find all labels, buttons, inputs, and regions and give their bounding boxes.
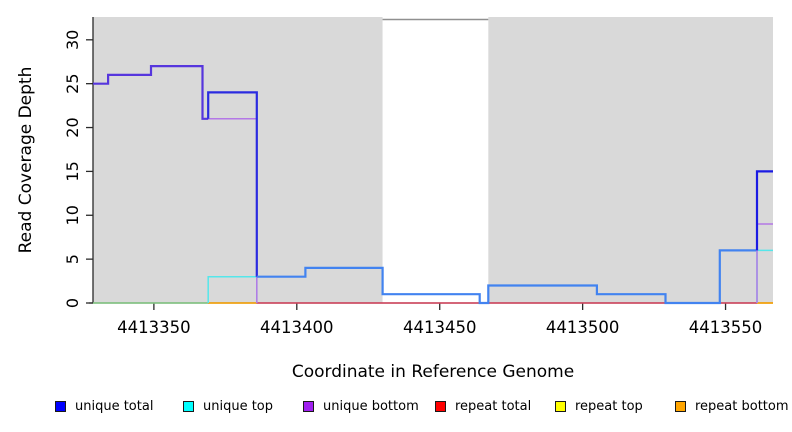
y-tick-label: 25 <box>63 73 82 93</box>
x-axis-title: Coordinate in Reference Genome <box>292 362 574 382</box>
legend-item-repeat-top: repeat top <box>555 398 643 414</box>
legend-item-repeat-bottom: repeat bottom <box>675 398 789 414</box>
y-tick-label: 20 <box>63 117 82 137</box>
legend-swatch-icon <box>183 400 194 412</box>
legend-label: unique top <box>203 398 274 414</box>
legend-label: repeat top <box>575 398 643 414</box>
legend-item-unique-top: unique top <box>183 398 273 414</box>
legend-item-unique-bottom: unique bottom <box>303 398 419 414</box>
legend-item-unique-total: unique total <box>55 398 153 414</box>
coverage-plot: 0 5 10 15 20 25 30 4413350 4413400 4413450 4413500… <box>16 17 773 382</box>
x-tick-label: 4413400 <box>260 318 334 337</box>
legend-swatch-icon <box>435 400 446 412</box>
white-band <box>382 17 489 303</box>
x-tick-label: 4413500 <box>546 318 620 337</box>
legend-label: unique bottom <box>323 398 419 414</box>
legend-swatch-icon <box>675 400 686 412</box>
legend-swatch-icon <box>555 400 566 412</box>
legend-swatch-icon <box>55 400 66 412</box>
legend-label: repeat bottom <box>695 398 789 414</box>
x-tick-label: 4413350 <box>117 318 191 337</box>
legend-label: repeat total <box>455 398 532 414</box>
y-tick-label: 15 <box>63 161 82 181</box>
legend-item-repeat-total: repeat total <box>435 398 531 414</box>
y-tick-label: 5 <box>63 254 82 264</box>
x-tick-label: 4413450 <box>403 318 477 337</box>
legend: unique total unique top unique bottom repea… <box>0 398 792 418</box>
y-axis-title: Read Coverage Depth <box>16 67 36 254</box>
series-unique-total-15 <box>755 170 773 251</box>
legend-label: unique total <box>75 398 154 414</box>
x-tick-label: 4413550 <box>689 318 763 337</box>
y-tick-label: 0 <box>63 298 82 308</box>
series-unique-total-24 <box>207 91 258 277</box>
series-unique-total-light-blend <box>256 249 757 305</box>
y-tick-label: 10 <box>63 205 82 225</box>
legend-swatch-icon <box>303 400 314 412</box>
series-total-bottom-blend-left <box>93 64 209 120</box>
y-tick-label: 30 <box>63 30 82 50</box>
